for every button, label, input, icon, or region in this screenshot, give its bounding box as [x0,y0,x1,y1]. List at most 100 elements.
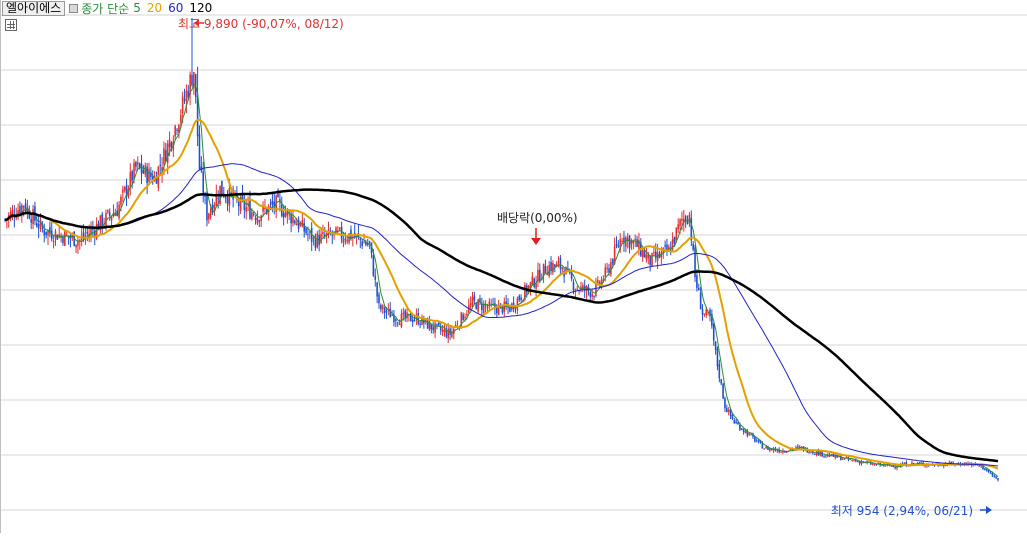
candle-body [795,446,797,450]
candle-body [746,431,749,436]
candle-body [611,259,614,264]
candle-body [204,195,206,197]
candle-body [323,234,326,237]
candle-body [451,331,453,337]
candle-body [789,449,792,451]
candle-body [424,318,427,322]
candle-body [271,201,274,205]
indicator-settings-icon[interactable] [69,3,79,13]
candle-body [477,299,479,312]
candle-body [163,148,165,165]
candle-body [727,409,730,412]
candle-body [292,217,294,224]
candle-body [769,448,771,451]
candle-body [299,223,302,226]
candle-body [638,240,640,251]
candle-body [748,433,751,435]
candle-body [980,465,982,467]
ma60-label[interactable]: 60 [168,1,184,15]
candle-body [146,166,148,184]
candle-body [402,312,405,315]
candle-body [810,452,812,454]
candle-body [950,462,953,464]
candle-body [370,242,373,254]
candle-body [150,172,152,177]
candle-body [518,295,521,300]
candle-body [193,71,195,89]
moving-average-lines [4,83,999,478]
candle-body [359,238,362,241]
candle-body [41,224,44,230]
candle-body [19,205,21,214]
candle-body [26,207,29,213]
candle-body [426,318,429,329]
candle-body [92,229,94,231]
candle-body [21,204,23,215]
candle-body [716,348,719,367]
candle-body [284,212,287,217]
candle-body [318,235,320,245]
high-price-label: 최고 9,890 (-90,07%, 08/12) [178,17,344,31]
candle-body [763,448,766,450]
candle-body [395,319,397,321]
candle-body [243,198,246,211]
candle-body [875,464,878,466]
candle-body [381,305,384,309]
candle-body [752,433,754,437]
candle-body [419,323,421,325]
candle-body [129,172,132,188]
candle-body [398,324,401,326]
candle-body [479,298,481,302]
ma5-label[interactable]: 5 [133,1,141,15]
candle-body [578,290,580,292]
candle-body [123,187,126,191]
chart-header: 엘아이에스 종가 단순 5 20 60 120 [0,0,212,16]
candle-body [567,268,569,270]
candle-body [471,297,474,305]
grid-table-icon[interactable] [5,19,17,31]
candle-body [58,234,61,238]
candle-body [531,276,534,285]
candle-body [823,455,825,457]
candle-body [572,282,575,291]
candle-body [892,465,895,467]
candle-body [325,233,328,236]
candle-body [445,329,448,337]
candle-body [140,163,143,174]
candle-body [22,206,25,208]
candle-body [290,213,292,224]
candle-body [707,312,709,314]
candle-body [690,218,693,241]
candle-body [580,286,582,291]
candle-body [380,304,382,310]
ma20-label[interactable]: 20 [146,1,163,15]
candle-body [858,461,861,464]
candle-body [47,230,49,236]
candle-body [987,469,990,473]
candle-body [669,249,672,252]
stock-name-box[interactable]: 엘아이에스 [2,0,66,16]
ma5-line [4,83,999,478]
candle-body [982,465,984,469]
ma120-label[interactable]: 120 [189,1,213,15]
candle-body [434,323,436,333]
candle-body [221,180,223,195]
candle-body [101,214,104,228]
candle-body [589,291,592,297]
candle-body [131,171,133,181]
high-arrow-icon [194,19,199,27]
candle-body [761,443,764,449]
candle-body [699,292,702,310]
candle-body [127,188,130,198]
candle-body [383,308,386,313]
candle-body [331,234,334,236]
candle-body [183,99,186,101]
candle-body [742,429,745,432]
candle-body [441,329,444,332]
candle-body [37,224,40,229]
candle-body [737,422,739,425]
candle-body [714,341,717,350]
candle-body [378,294,380,304]
candle-body [744,430,747,433]
candle-body [93,230,96,236]
